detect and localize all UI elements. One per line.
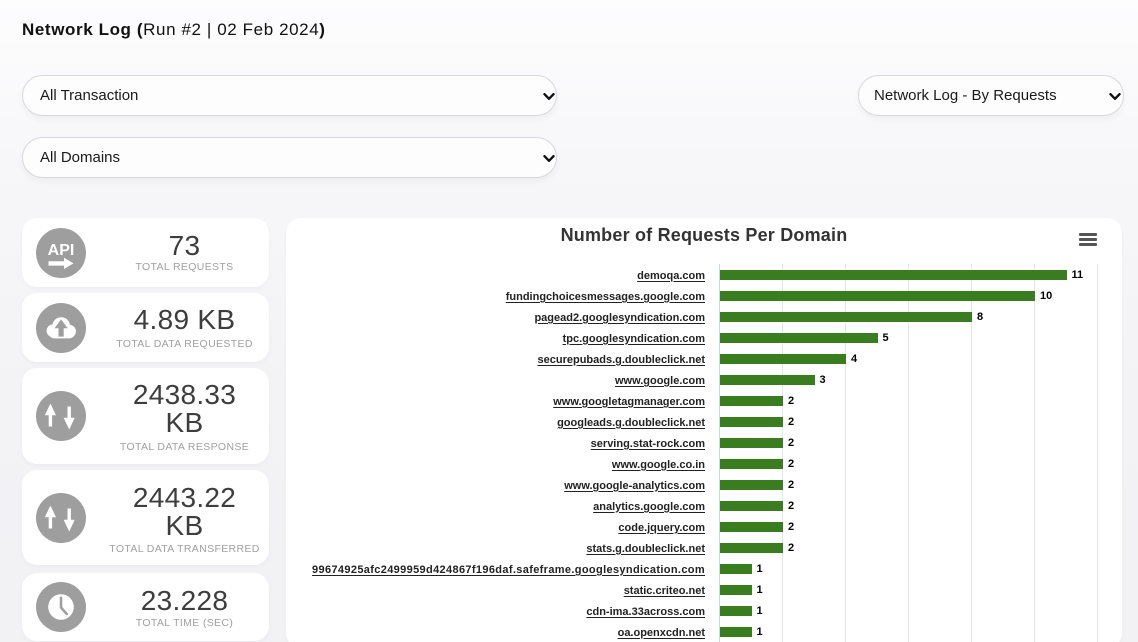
svg-text:API: API xyxy=(48,242,75,259)
